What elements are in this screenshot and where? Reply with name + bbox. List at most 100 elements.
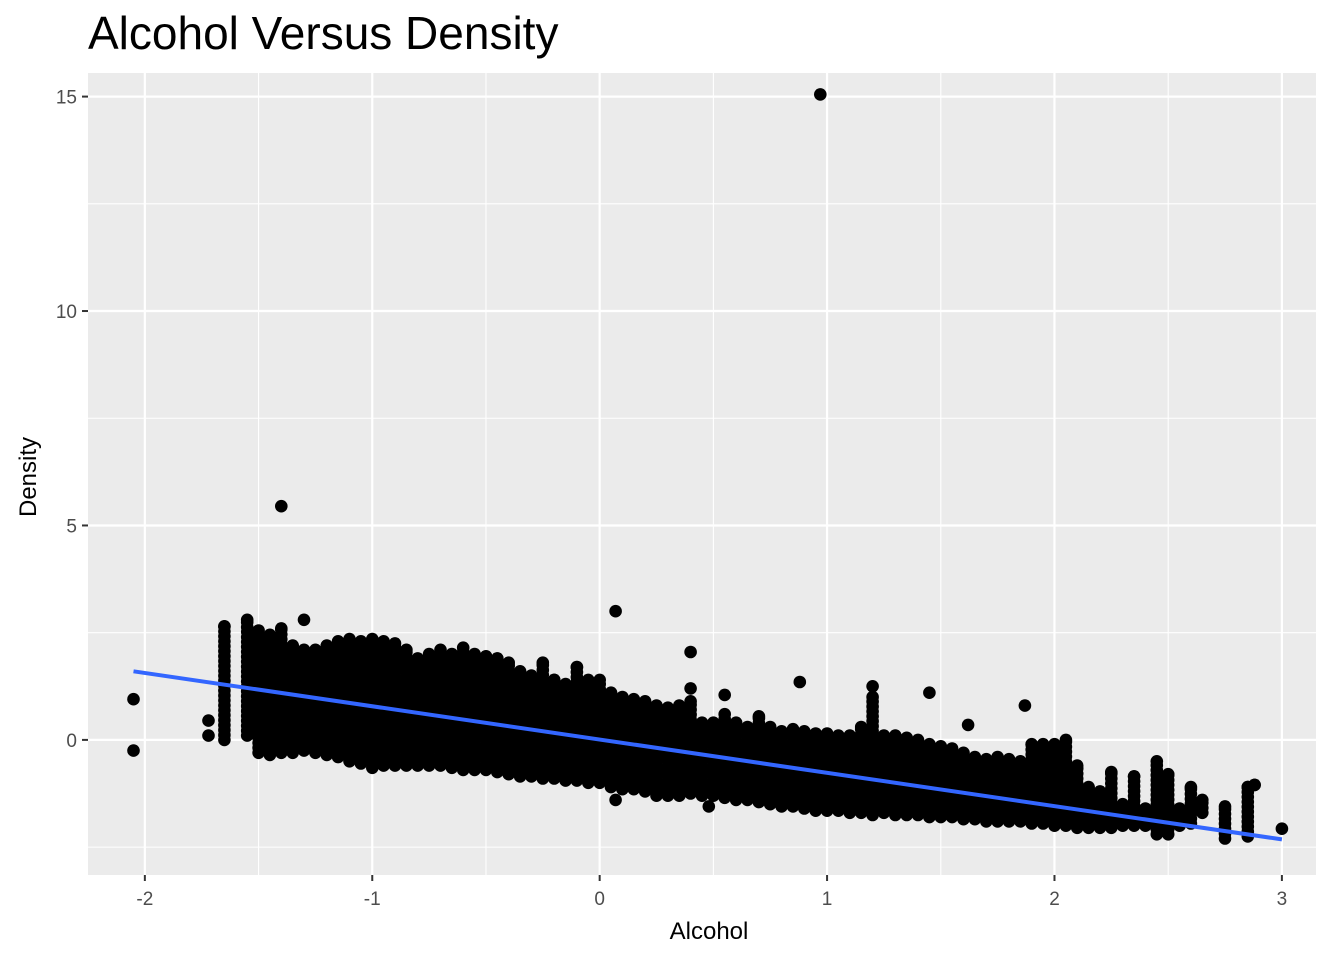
data-point: [502, 656, 515, 669]
data-point: [900, 731, 913, 745]
data-point: [729, 716, 743, 729]
data-point: [957, 746, 970, 760]
data-point: [718, 707, 731, 721]
x-tick-label: 1: [822, 889, 833, 910]
data-point: [252, 624, 265, 637]
data-point: [1150, 755, 1164, 768]
data-point: [1248, 778, 1261, 792]
data-point: [684, 695, 697, 708]
data-point: [1196, 793, 1209, 807]
data-point: [343, 632, 356, 646]
data-point: [1127, 770, 1141, 783]
data-point: [889, 729, 902, 742]
y-tick-label: 15: [56, 88, 77, 109]
data-point: [741, 720, 754, 734]
data-point: [388, 637, 402, 650]
data-point: [400, 643, 413, 657]
y-tick-label: 10: [56, 302, 77, 323]
data-point: [240, 613, 254, 627]
data-point: [1161, 767, 1175, 781]
data-point: [1018, 699, 1032, 712]
data-point: [1116, 797, 1129, 811]
data-point: [593, 673, 606, 687]
data-point: [1105, 765, 1118, 779]
data-point: [1173, 802, 1186, 815]
data-point: [491, 652, 504, 665]
data-point: [650, 699, 663, 712]
data-point: [923, 737, 936, 751]
data-point: [309, 643, 322, 657]
data-point: [684, 645, 697, 659]
data-point: [877, 729, 891, 742]
data-point: [627, 692, 641, 706]
data-point: [547, 673, 561, 687]
data-point: [286, 639, 300, 652]
data-point: [1025, 737, 1038, 751]
data-point: [945, 742, 959, 755]
data-point: [866, 680, 879, 693]
data-point: [513, 665, 527, 678]
chart-title: Alcohol Versus Density: [88, 7, 559, 59]
data-point: [638, 695, 652, 708]
x-tick-label: 2: [1049, 889, 1060, 910]
data-point: [923, 686, 936, 699]
data-point: [673, 699, 686, 712]
data-point: [434, 643, 447, 657]
data-point: [275, 622, 288, 635]
data-point: [275, 499, 288, 513]
data-point: [968, 750, 982, 764]
data-point: [297, 643, 311, 657]
data-point: [411, 652, 425, 665]
data-point: [809, 727, 822, 740]
data-point: [854, 720, 868, 734]
x-axis-title: Alcohol: [670, 918, 749, 945]
data-point: [798, 725, 811, 738]
data-point: [127, 692, 140, 706]
data-point: [793, 675, 807, 689]
y-tick-label: 0: [66, 731, 77, 752]
data-point: [354, 635, 368, 648]
data-point: [1059, 733, 1073, 747]
data-point: [911, 733, 925, 747]
data-point: [202, 729, 215, 742]
data-point: [331, 635, 345, 648]
trend-line: [133, 669, 1283, 842]
data-point: [445, 647, 459, 661]
data-point: [468, 647, 481, 661]
data-point: [604, 686, 618, 699]
data-point: [820, 727, 834, 740]
data-point: [456, 641, 470, 654]
data-point: [991, 750, 1004, 764]
data-point: [1036, 737, 1050, 751]
data-point: [609, 604, 622, 618]
data-point: [718, 688, 731, 702]
data-point: [479, 650, 493, 663]
data-point: [1139, 802, 1152, 815]
data-point: [1093, 785, 1107, 798]
data-point: [1275, 822, 1289, 835]
data-point: [297, 613, 311, 627]
data-point: [1002, 752, 1016, 766]
data-point: [695, 716, 709, 729]
data-point: [934, 740, 948, 753]
y-tick-label: 5: [66, 516, 77, 537]
data-point: [320, 639, 334, 652]
data-point: [866, 690, 879, 704]
data-point: [661, 701, 675, 714]
data-point: [263, 628, 277, 642]
data-point: [786, 722, 800, 736]
data-point: [1218, 800, 1232, 813]
y-axis-ticks: 0 5 10 15: [56, 88, 88, 752]
data-point: [775, 725, 788, 738]
data-point: [366, 632, 379, 646]
data-point: [525, 669, 538, 682]
data-point: [609, 793, 622, 807]
data-point: [1082, 780, 1095, 794]
x-tick-label: 3: [1277, 889, 1288, 910]
data-point: [843, 729, 857, 742]
data-point: [536, 656, 550, 669]
data-point: [702, 800, 716, 813]
data-point: [127, 744, 140, 757]
data-point: [582, 673, 595, 687]
